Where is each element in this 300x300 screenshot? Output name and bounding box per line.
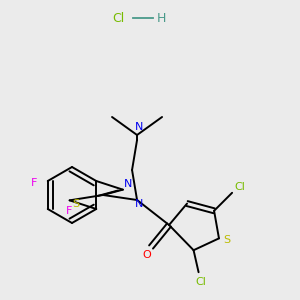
- Text: F: F: [31, 178, 37, 188]
- Text: O: O: [143, 250, 152, 260]
- Text: S: S: [72, 199, 79, 209]
- Text: Cl: Cl: [112, 11, 124, 25]
- Text: Cl: Cl: [195, 277, 206, 287]
- Text: N: N: [135, 122, 143, 132]
- Text: N: N: [124, 179, 132, 189]
- Text: F: F: [66, 206, 72, 216]
- Text: N: N: [135, 199, 143, 209]
- Text: Cl: Cl: [235, 182, 245, 192]
- Text: H: H: [156, 11, 166, 25]
- Text: S: S: [224, 236, 230, 245]
